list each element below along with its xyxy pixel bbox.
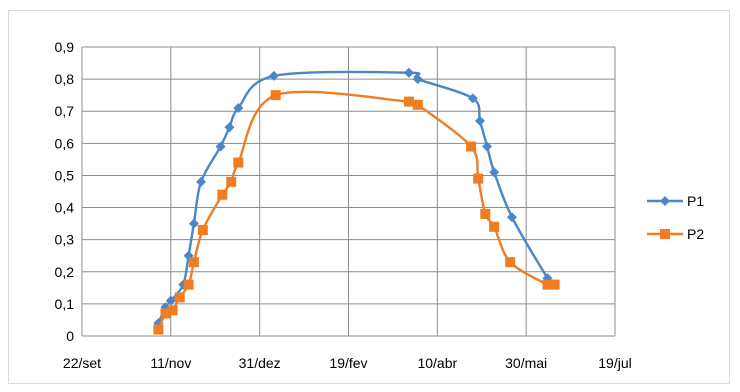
- data-point: [489, 221, 500, 232]
- data-point: [412, 99, 423, 110]
- data-point: [174, 292, 185, 303]
- data-point: [542, 279, 553, 290]
- series-line: [157, 90, 556, 331]
- data-point: [474, 115, 485, 126]
- series-group: [153, 67, 560, 335]
- y-tick-label: 0,1: [55, 296, 75, 312]
- legend-marker: [660, 229, 670, 239]
- legend-marker: [660, 196, 670, 206]
- data-point: [268, 70, 279, 81]
- y-tick-label: 0,7: [55, 103, 75, 119]
- axes: [81, 47, 615, 337]
- data-point: [188, 218, 199, 229]
- data-point: [466, 141, 477, 152]
- legend: P1 P2: [647, 193, 704, 242]
- legend-entry-p1: P1: [647, 193, 704, 209]
- data-point: [217, 189, 228, 200]
- x-tick-label: 30/mai: [505, 355, 547, 371]
- data-point: [196, 176, 207, 187]
- data-point: [215, 141, 226, 152]
- data-point: [165, 295, 176, 306]
- data-point: [403, 96, 414, 107]
- legend-label: P2: [687, 226, 704, 242]
- y-tick-label: 0,5: [55, 167, 75, 183]
- x-tick-label: 22/set: [63, 355, 101, 371]
- x-tick-label: 11/nov: [150, 355, 191, 371]
- y-tick-label: 0,8: [55, 71, 75, 87]
- data-point: [482, 141, 493, 152]
- data-point: [270, 90, 281, 101]
- data-point: [489, 167, 500, 178]
- x-tick-label: 10/abr: [417, 355, 457, 371]
- x-tick-labels: 22/set 11/nov 31/dez 19/fev 10/abr 30/mai 19/j…: [63, 355, 632, 371]
- data-point: [153, 324, 164, 335]
- series-p2: [153, 90, 560, 335]
- data-point: [188, 257, 199, 268]
- data-point: [233, 157, 244, 168]
- data-point: [226, 176, 237, 187]
- y-tick-labels: 0 0,1 0,2 0,3 0,4 0,5 0,6 0,7 0,8 0,9: [55, 39, 75, 344]
- data-point: [197, 225, 208, 236]
- data-point: [224, 122, 235, 133]
- data-point: [183, 279, 194, 290]
- x-tick-label: 19/jul: [598, 355, 631, 371]
- y-tick-label: 0,4: [55, 200, 75, 216]
- data-point: [403, 67, 414, 78]
- data-point: [506, 212, 517, 223]
- data-point: [467, 93, 478, 104]
- legend-entry-p2: P2: [647, 226, 704, 242]
- data-point: [167, 305, 178, 316]
- legend-label: P1: [687, 193, 704, 209]
- gridlines: [82, 46, 616, 336]
- y-tick-label: 0,9: [55, 39, 75, 55]
- y-tick-label: 0,2: [55, 264, 75, 280]
- series-p1: [153, 67, 558, 329]
- data-point: [473, 173, 484, 184]
- data-point: [233, 103, 244, 114]
- data-point: [160, 308, 171, 319]
- data-point: [412, 74, 423, 85]
- y-tick-label: 0: [66, 328, 74, 344]
- x-tick-label: 19/fev: [329, 355, 367, 371]
- y-tick-label: 0,6: [55, 135, 75, 151]
- y-tick-label: 0,3: [55, 232, 75, 248]
- data-point: [549, 279, 560, 290]
- data-point: [505, 257, 516, 268]
- data-point: [480, 208, 491, 219]
- x-tick-label: 31/dez: [239, 355, 281, 371]
